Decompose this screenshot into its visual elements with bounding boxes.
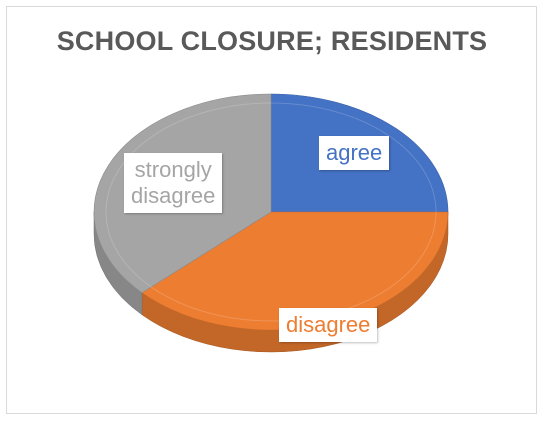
chart-title: SCHOOL CLOSURE; RESIDENTS xyxy=(56,26,488,56)
data-label-strongly-disagree: strongly disagree xyxy=(124,153,223,213)
data-label-strongly-disagree-text: strongly disagree xyxy=(131,157,216,208)
pie-highlight xyxy=(105,102,437,322)
data-label-agree: agree xyxy=(319,136,390,170)
data-label-disagree: disagree xyxy=(279,308,378,342)
